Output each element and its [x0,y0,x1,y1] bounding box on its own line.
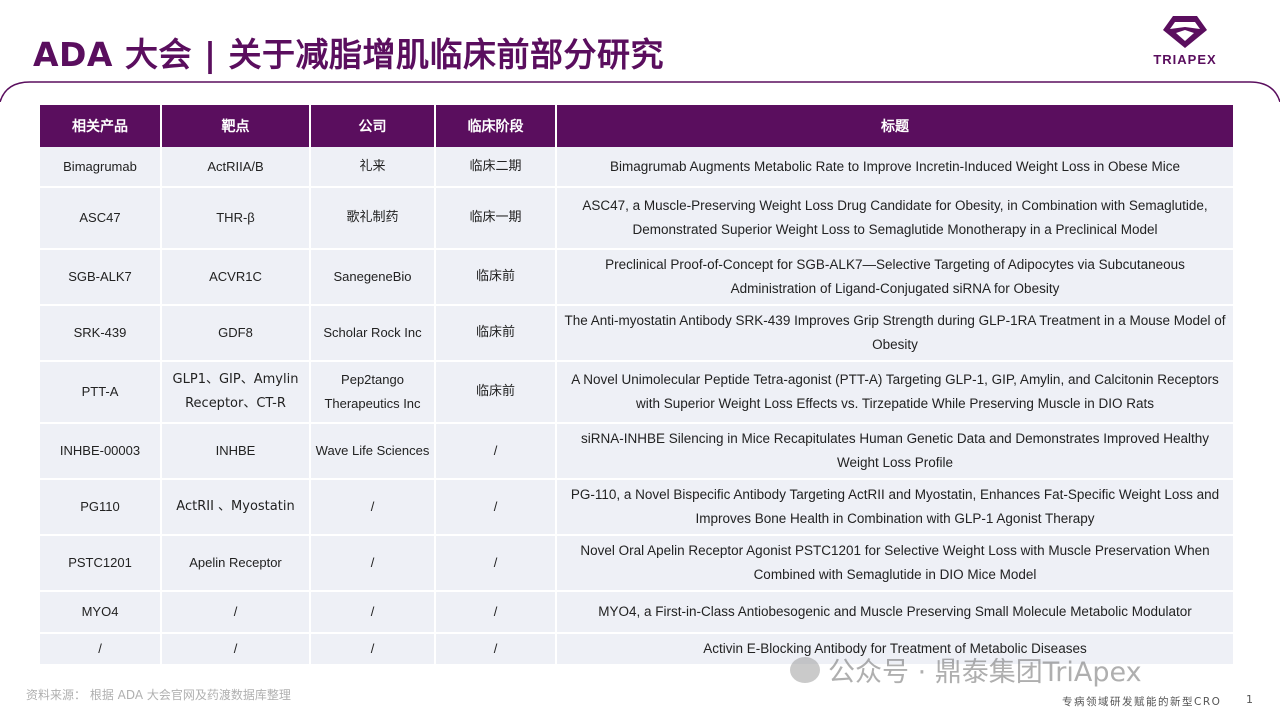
cell-company: SanegeneBio [310,249,436,306]
cell-product: / [40,633,162,666]
cell-title: Novel Oral Apelin Receptor Agonist PSTC1… [556,535,1233,592]
cell-stage: 临床前 [435,305,557,362]
cell-product: SRK-439 [40,305,162,362]
header-divider [0,81,1280,102]
cell-stage: / [435,535,557,592]
cell-product: MYO4 [40,591,162,634]
triapex-logo-icon [1163,16,1207,48]
cell-stage: / [435,423,557,480]
cell-product: SGB-ALK7 [40,249,162,306]
column-header-company: 公司 [310,105,436,147]
cell-title: Bimagrumab Augments Metabolic Rate to Im… [556,147,1233,188]
cell-title: A Novel Unimolecular Peptide Tetra-agoni… [556,361,1233,424]
cell-company: Pep2tango Therapeutics Inc [310,361,436,424]
cell-title: PG-110, a Novel Bispecific Antibody Targ… [556,479,1233,536]
cell-target: ACVR1C [161,249,311,306]
cell-product: ASC47 [40,187,162,250]
research-table: 相关产品 靶点 公司 临床阶段 标题 Bimagrumab ActRIIA/B … [40,105,1233,666]
logo-text: TRIAPEX [1153,52,1217,67]
wechat-icon [790,656,820,683]
triapex-logo: TRIAPEX [1140,14,1230,70]
table-row: PSTC1201 Apelin Receptor / / Novel Oral … [40,535,1233,592]
table-row: ASC47 THR-β 歌礼制药 临床一期 ASC47, a Muscle-Pr… [40,187,1233,250]
table-row: PG110 ActRII 、Myostatin / / PG-110, a No… [40,479,1233,536]
column-header-product: 相关产品 [40,105,162,147]
cell-title: Activin E-Blocking Antibody for Treatmen… [556,633,1233,666]
cell-stage: 临床前 [435,361,557,424]
cell-product: PSTC1201 [40,535,162,592]
cell-target: Apelin Receptor [161,535,311,592]
table-row: PTT-A GLP1、GIP、Amylin Receptor、CT-R Pep2… [40,361,1233,424]
cell-stage: 临床前 [435,249,557,306]
cell-company: 礼来 [310,147,436,188]
cell-product: INHBE-00003 [40,423,162,480]
cell-company: / [310,535,436,592]
column-header-stage: 临床阶段 [435,105,557,147]
cell-company: 歌礼制药 [310,187,436,250]
page-title: ADA 大会 | 关于减脂增肌临床前部分研究 [33,35,664,74]
cell-title: MYO4, a First-in-Class Antiobesogenic an… [556,591,1233,634]
cell-stage: 临床一期 [435,187,557,250]
cell-target: ActRIIA/B [161,147,311,188]
cell-company: / [310,591,436,634]
cell-target: THR-β [161,187,311,250]
cell-stage: / [435,479,557,536]
table-row: Bimagrumab ActRIIA/B 礼来 临床二期 Bimagrumab … [40,147,1233,188]
company-tagline: 专病领域研发赋能的新型CRO [1062,696,1222,708]
page-number: 1 [1246,693,1253,706]
cell-product: PG110 [40,479,162,536]
cell-target: GLP1、GIP、Amylin Receptor、CT-R [161,361,311,424]
source-note: 资料来源： 根据 ADA 大会官网及药渡数据库整理 [26,688,291,702]
cell-company: / [310,633,436,666]
cell-company: Scholar Rock Inc [310,305,436,362]
cell-company: / [310,479,436,536]
cell-product: PTT-A [40,361,162,424]
cell-target: / [161,633,311,666]
table-row: SRK-439 GDF8 Scholar Rock Inc 临床前 The An… [40,305,1233,362]
table-row: MYO4 / / / MYO4, a First-in-Class Antiob… [40,591,1233,634]
cell-company: Wave Life Sciences [310,423,436,480]
cell-target: / [161,591,311,634]
cell-title: Preclinical Proof-of-Concept for SGB-ALK… [556,249,1233,306]
cell-target: GDF8 [161,305,311,362]
table-header-row: 相关产品 靶点 公司 临床阶段 标题 [40,105,1233,147]
column-header-title: 标题 [556,105,1233,147]
cell-target: INHBE [161,423,311,480]
cell-title: ASC47, a Muscle-Preserving Weight Loss D… [556,187,1233,250]
cell-product: Bimagrumab [40,147,162,188]
cell-target: ActRII 、Myostatin [161,479,311,536]
cell-title: The Anti-myostatin Antibody SRK-439 Impr… [556,305,1233,362]
watermark-text: 公众号 · 鼎泰集团TriApex [828,657,1142,688]
cell-stage: 临床二期 [435,147,557,188]
watermark: 公众号 · 鼎泰集团TriApex [790,650,1142,689]
table-row: INHBE-00003 INHBE Wave Life Sciences / s… [40,423,1233,480]
table-row: / / / / Activin E-Blocking Antibody for … [40,633,1233,666]
cell-stage: / [435,633,557,666]
cell-stage: / [435,591,557,634]
column-header-target: 靶点 [161,105,311,147]
table-row: SGB-ALK7 ACVR1C SanegeneBio 临床前 Preclini… [40,249,1233,306]
cell-title: siRNA-INHBE Silencing in Mice Recapitula… [556,423,1233,480]
